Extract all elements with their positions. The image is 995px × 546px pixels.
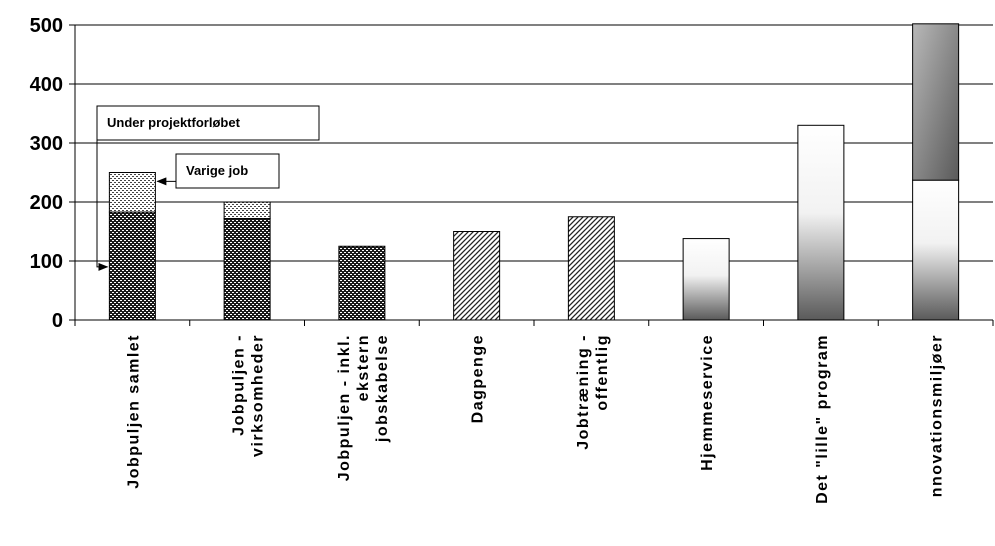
annotation-under-projektforloebet: Under projektforløbet	[107, 115, 241, 130]
y-tick-label: 400	[30, 74, 63, 96]
x-category-label-line: Det "lille" program	[814, 334, 831, 504]
x-category-label-line: Jobpuljen - inkl.	[336, 334, 353, 481]
x-category-label-line: virksomheder	[250, 334, 267, 457]
bar-0-segment-0	[108, 211, 156, 321]
x-category-label: Det "lille" program	[814, 334, 831, 504]
bar-7-segment-1	[912, 23, 960, 181]
y-tick-label: 100	[30, 251, 63, 273]
bar-3-segment-0	[453, 231, 501, 321]
bar-1-segment-0	[223, 218, 271, 321]
x-category-label: Jobpuljen - inkl. ekstern jobskabelse	[336, 334, 391, 481]
x-category-label-line: jobskabelse	[374, 334, 391, 443]
axes	[69, 24, 994, 326]
annotation-box	[175, 153, 280, 189]
annotation-arrow	[96, 140, 109, 271]
x-category-label-line: Dagpenge	[470, 334, 487, 423]
bar-6-segment-0	[797, 124, 845, 321]
bar-2-segment-0	[338, 245, 386, 321]
x-category-label-line: nnovationsmiljøer	[929, 334, 946, 497]
x-category-label-line: Jobpuljen samlet	[125, 334, 142, 489]
gridlines	[75, 24, 993, 262]
bar-4-segment-0	[567, 216, 615, 321]
x-category-label: Jobpuljen - virksomheder	[231, 334, 267, 457]
bar-0-segment-1	[108, 172, 156, 213]
y-tick-label: 500	[30, 15, 63, 37]
bar-1-segment-1	[223, 201, 271, 220]
annotation-varige-job: Varige job	[186, 163, 248, 178]
annotations: Under projektforløbet Varige job	[96, 105, 320, 271]
y-tick-label: 0	[52, 310, 63, 332]
bars	[108, 23, 960, 321]
bar-5-segment-0	[682, 238, 730, 321]
x-category-label-line: offentlig	[594, 334, 611, 411]
annotation-box	[96, 105, 320, 141]
x-category-label-line: Jobtræning -	[575, 334, 592, 450]
x-category-label: Jobpuljen samlet	[125, 334, 142, 489]
x-category-label-line: Jobpuljen -	[231, 334, 248, 436]
x-category-label: nnovationsmiljøer	[929, 334, 946, 497]
axis-labels: 0 100 200 300 400 500 Jobpuljen samlet Jobpulje…	[30, 15, 946, 504]
bar-7-segment-0	[912, 179, 960, 321]
y-tick-label: 300	[30, 133, 63, 155]
y-tick-label: 200	[30, 192, 63, 214]
x-category-label-line: ekstern	[355, 334, 372, 401]
x-category-label-line: Hjemmeservice	[699, 334, 716, 471]
x-category-label: Jobtræning - offentlig	[575, 334, 611, 450]
x-category-label: Dagpenge	[470, 334, 487, 423]
x-category-label: Hjemmeservice	[699, 334, 716, 471]
